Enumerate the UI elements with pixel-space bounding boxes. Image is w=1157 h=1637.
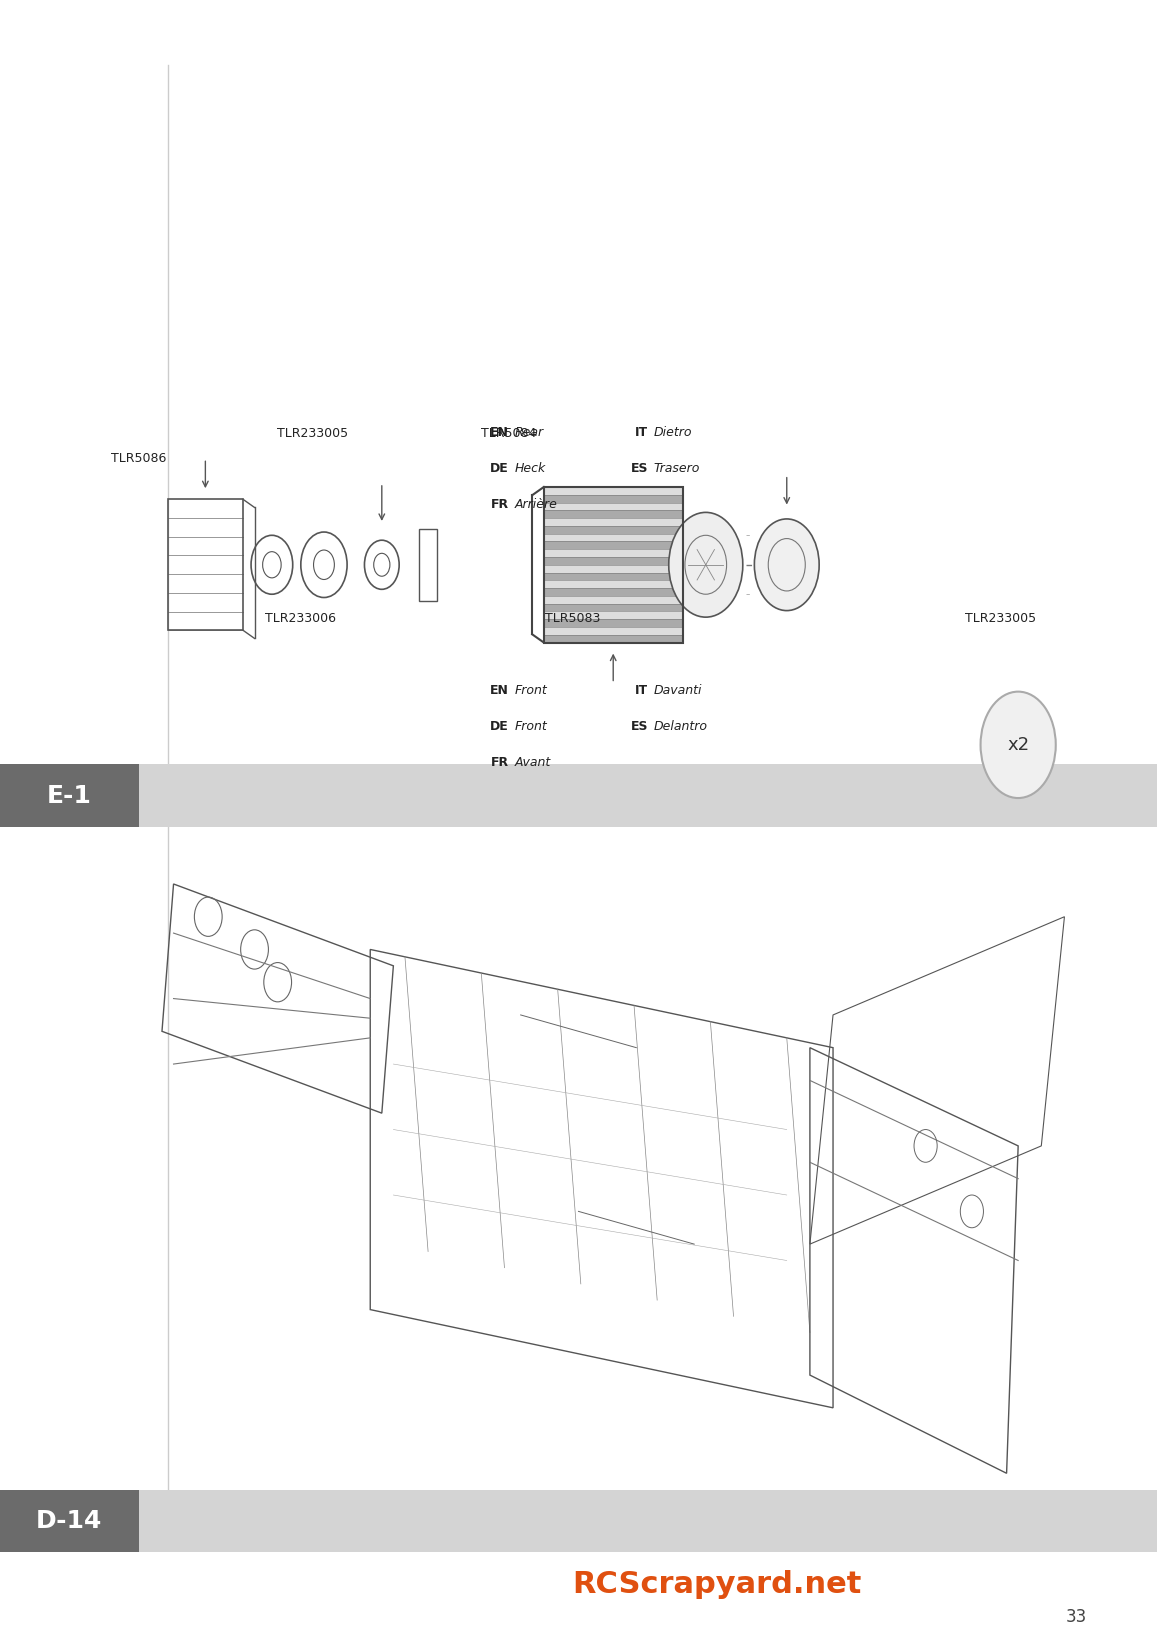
Text: ES: ES	[631, 462, 648, 475]
FancyBboxPatch shape	[139, 764, 1157, 827]
Polygon shape	[544, 596, 683, 604]
Text: Front: Front	[515, 720, 547, 733]
Text: IT: IT	[635, 684, 648, 697]
Polygon shape	[544, 494, 683, 503]
Text: TLR233005: TLR233005	[965, 612, 1037, 625]
Polygon shape	[544, 619, 683, 627]
Polygon shape	[544, 517, 683, 525]
Polygon shape	[544, 503, 683, 511]
Polygon shape	[544, 534, 683, 542]
Polygon shape	[544, 635, 683, 642]
Text: TLR233005: TLR233005	[277, 427, 348, 440]
Circle shape	[754, 519, 819, 611]
Text: TLR233006: TLR233006	[265, 612, 337, 625]
FancyBboxPatch shape	[0, 764, 139, 827]
Text: DE: DE	[491, 720, 509, 733]
Text: E-1: E-1	[47, 784, 91, 807]
Polygon shape	[544, 579, 683, 588]
Text: FR: FR	[491, 498, 509, 511]
Text: Davanti: Davanti	[654, 684, 702, 697]
FancyBboxPatch shape	[0, 1490, 139, 1552]
Polygon shape	[544, 588, 683, 596]
Polygon shape	[544, 611, 683, 619]
Text: IT: IT	[635, 426, 648, 439]
Text: EN: EN	[491, 684, 509, 697]
Polygon shape	[544, 548, 683, 557]
Polygon shape	[544, 604, 683, 611]
Text: EN: EN	[491, 426, 509, 439]
Polygon shape	[544, 486, 683, 494]
Text: 33: 33	[1066, 1609, 1086, 1626]
Circle shape	[981, 691, 1056, 797]
Polygon shape	[544, 627, 683, 635]
Text: Heck: Heck	[515, 462, 546, 475]
Text: Arrière: Arrière	[515, 498, 558, 511]
Polygon shape	[544, 565, 683, 573]
Polygon shape	[544, 542, 683, 548]
Text: x2: x2	[1007, 737, 1030, 753]
Circle shape	[669, 512, 743, 617]
Text: Delantro: Delantro	[654, 720, 708, 733]
Text: Dietro: Dietro	[654, 426, 692, 439]
Text: Avant: Avant	[515, 756, 551, 769]
Polygon shape	[544, 573, 683, 579]
Text: Rear: Rear	[515, 426, 544, 439]
Text: TLR5084: TLR5084	[481, 427, 537, 440]
Polygon shape	[544, 511, 683, 517]
Text: Front: Front	[515, 684, 547, 697]
Text: TLR5086: TLR5086	[111, 452, 167, 465]
Polygon shape	[544, 525, 683, 534]
Text: RCScrapyard.net: RCScrapyard.net	[573, 1570, 862, 1599]
Text: FR: FR	[491, 756, 509, 769]
Text: TLR5083: TLR5083	[545, 612, 600, 625]
Polygon shape	[544, 557, 683, 565]
Text: ES: ES	[631, 720, 648, 733]
Text: Trasero: Trasero	[654, 462, 700, 475]
Text: DE: DE	[491, 462, 509, 475]
Text: D-14: D-14	[36, 1509, 103, 1532]
FancyBboxPatch shape	[139, 1490, 1157, 1552]
